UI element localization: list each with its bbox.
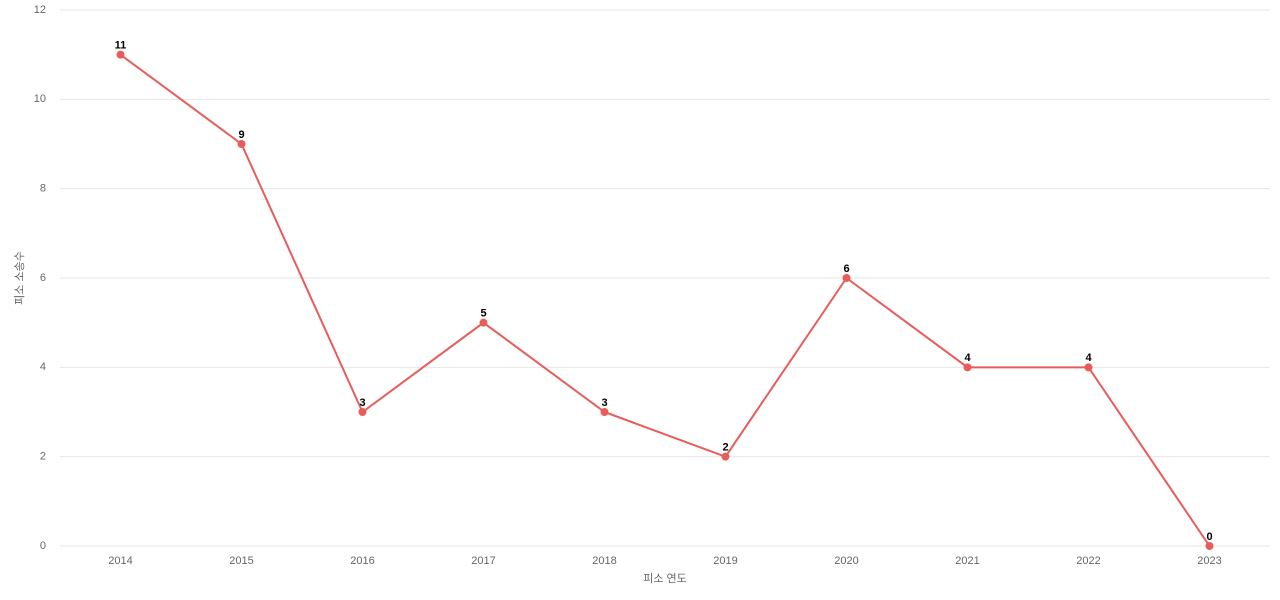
y-tick-label: 6 bbox=[40, 272, 46, 284]
x-tick-label: 2019 bbox=[713, 555, 737, 567]
y-tick-label: 2 bbox=[40, 451, 46, 463]
y-tick-label: 4 bbox=[40, 361, 46, 373]
value-label: 5 bbox=[480, 308, 486, 320]
point bbox=[116, 50, 125, 59]
value-label: 2 bbox=[722, 442, 728, 454]
point bbox=[842, 274, 851, 282]
point bbox=[358, 408, 367, 416]
value-label: 4 bbox=[1085, 352, 1092, 364]
line bbox=[119, 53, 1211, 547]
y-tick-label: 0 bbox=[40, 540, 46, 552]
y-axis-label: 피소 소송수 bbox=[13, 251, 26, 305]
point bbox=[600, 408, 609, 416]
value-label: 6 bbox=[843, 263, 849, 275]
point bbox=[1084, 363, 1093, 372]
x-tick-label: 2016 bbox=[350, 555, 374, 567]
x-tick-label: 2022 bbox=[1076, 555, 1100, 567]
x-tick-label: 2015 bbox=[229, 555, 253, 567]
value-label: 9 bbox=[238, 129, 244, 141]
y-tick-label: 10 bbox=[34, 93, 46, 105]
value-label: 3 bbox=[359, 397, 365, 409]
y-tick-label: 8 bbox=[40, 183, 46, 195]
x-tick-label: 2018 bbox=[592, 555, 616, 567]
value-label: 3 bbox=[601, 397, 607, 409]
x-tick-label: 2023 bbox=[1197, 555, 1221, 567]
x-tick-label: 2021 bbox=[955, 555, 979, 567]
value-label: 11 bbox=[115, 40, 127, 52]
x-tick-label: 2014 bbox=[108, 555, 132, 567]
point bbox=[1205, 542, 1214, 550]
value-label: 4 bbox=[964, 352, 971, 364]
point bbox=[237, 140, 246, 148]
x-tick-label: 2017 bbox=[471, 555, 495, 567]
y-tick-label: 12 bbox=[34, 4, 46, 16]
point bbox=[479, 318, 488, 327]
x-axis-label: 피소 연도 bbox=[643, 572, 687, 585]
x-tick-label: 2020 bbox=[834, 555, 858, 567]
point bbox=[963, 363, 972, 372]
point bbox=[721, 452, 730, 461]
value-label: 0 bbox=[1206, 531, 1212, 543]
